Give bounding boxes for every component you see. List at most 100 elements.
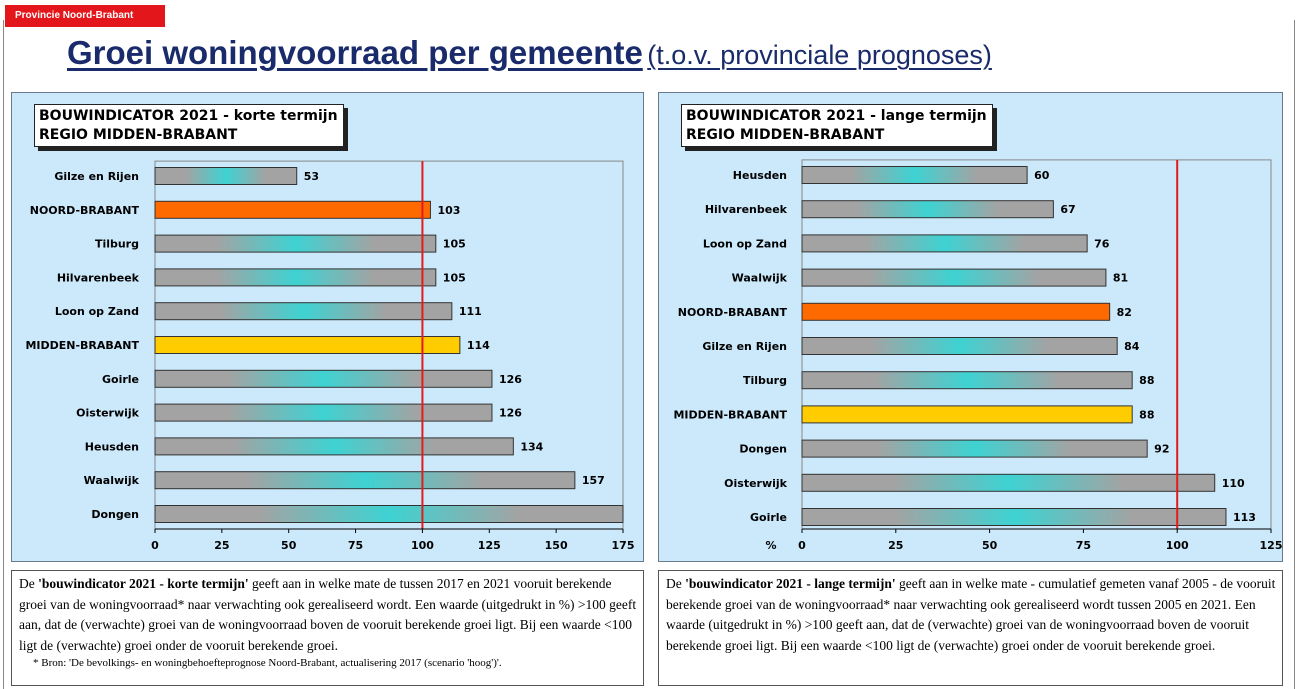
note-long-term-body: geeft aan in welke mate - cumulatief gem… <box>666 576 1276 653</box>
value-label-goirle: 113 <box>1233 511 1256 524</box>
category-label-oisterwijk: Oisterwijk <box>724 477 788 490</box>
category-label-heusden: Heusden <box>85 440 139 453</box>
note-short-term-text: De 'bouwindicator 2021 - korte termijn' … <box>19 574 637 656</box>
value-label-loon-op-zand: 111 <box>459 305 482 318</box>
note-short-term-body: geeft aan in welke mate de tussen 2017 e… <box>19 576 637 653</box>
chart-long-term: Heusden 60 Hilvarenbeek 67 Loon op Zand 76 Waa… <box>673 159 1283 552</box>
category-label-hilvarenbeek: Hilvarenbeek <box>705 203 788 216</box>
org-badge: Provincie Noord-Brabant <box>5 5 165 27</box>
x-tick-label-25: 25 <box>214 539 229 552</box>
bar-loon-op-zand <box>801 234 1088 253</box>
category-label-loon-op-zand: Loon op Zand <box>703 237 787 250</box>
bar-oisterwijk <box>154 403 493 422</box>
value-label-noord-brabant: 103 <box>437 204 460 217</box>
bar-goirle <box>154 369 493 388</box>
category-label-gilze-en-rijen: Gilze en Rijen <box>702 340 787 353</box>
value-label-gilze-en-rijen: 84 <box>1124 340 1140 353</box>
chart-subtitle-short-term: REGIO MIDDEN-BRABANT <box>39 127 238 143</box>
category-label-waalwijk: Waalwijk <box>732 272 788 285</box>
bar-waalwijk <box>154 471 576 490</box>
value-label-loon-op-zand: 76 <box>1094 237 1110 250</box>
x-tick-label-100: 100 <box>1166 539 1189 552</box>
bar-heusden <box>154 437 514 456</box>
value-label-gilze-en-rijen: 53 <box>304 170 319 183</box>
value-label-hilvarenbeek: 105 <box>443 271 466 284</box>
note-long-term-prefix: De <box>666 576 686 591</box>
bar-hilvarenbeek <box>154 268 437 287</box>
note-short-term-term: 'bouwindicator 2021 - korte termijn' <box>38 576 249 591</box>
bar-waalwijk <box>801 268 1107 287</box>
page-title: Groei woningvoorraad per gemeente (t.o.v… <box>67 34 992 72</box>
chart-panel-short-term: Gilze en Rijen 53 NOORD-BRABANT 103 Tilburg 1… <box>11 92 644 562</box>
bar-oisterwijk <box>801 473 1216 492</box>
value-label-goirle: 126 <box>499 373 522 386</box>
value-label-waalwijk: 157 <box>582 474 605 487</box>
x-tick-label-125: 125 <box>1260 539 1283 552</box>
value-label-midden-brabant: 88 <box>1139 408 1154 421</box>
category-label-goirle: Goirle <box>750 511 787 524</box>
bar-dongen <box>801 439 1148 458</box>
value-label-heusden: 134 <box>520 440 543 453</box>
category-label-dongen: Dongen <box>91 508 139 521</box>
category-label-hilvarenbeek: Hilvarenbeek <box>57 271 140 284</box>
value-label-tilburg: 105 <box>443 238 466 251</box>
x-tick-label-175: 175 <box>612 539 635 552</box>
x-axis-label: % <box>765 539 776 552</box>
category-label-goirle: Goirle <box>102 373 139 386</box>
bar-dongen <box>154 505 624 523</box>
value-label-tilburg: 88 <box>1139 374 1154 387</box>
category-label-gilze-en-rijen: Gilze en Rijen <box>54 170 139 183</box>
category-label-midden-brabant: MIDDEN-BRABANT <box>673 408 787 421</box>
chart-subtitle-long-term: REGIO MIDDEN-BRABANT <box>686 127 885 143</box>
note-long-term-text: De 'bouwindicator 2021 - lange termijn' … <box>666 574 1276 656</box>
chart-panel-long-term: Heusden 60 Hilvarenbeek 67 Loon op Zand 76 Waa… <box>658 92 1283 562</box>
value-label-heusden: 60 <box>1034 169 1050 182</box>
chart-title-long-term: BOUWINDICATOR 2021 - lange termijn <box>686 108 987 124</box>
category-label-dongen: Dongen <box>739 443 787 456</box>
note-short-term-source: * Bron: 'De bevolkings- en woningbehoeft… <box>33 657 502 669</box>
x-tick-label-0: 0 <box>151 539 159 552</box>
category-label-noord-brabant: NOORD-BRABANT <box>678 306 788 319</box>
chart-heading-short-term: BOUWINDICATOR 2021 - korte termijn REGIO… <box>34 104 344 147</box>
chart-short-term: Gilze en Rijen 53 NOORD-BRABANT 103 Tilburg 1… <box>25 160 635 552</box>
category-label-tilburg: Tilburg <box>743 374 787 387</box>
bar-heusden <box>801 166 1028 184</box>
note-long-term: De 'bouwindicator 2021 - lange termijn' … <box>658 570 1283 686</box>
frame-line-right <box>1294 20 1295 689</box>
note-short-term: De 'bouwindicator 2021 - korte termijn' … <box>11 570 644 686</box>
value-label-noord-brabant: 82 <box>1117 306 1132 319</box>
value-label-oisterwijk: 110 <box>1222 477 1245 490</box>
bar-loon-op-zand <box>154 302 453 321</box>
x-tick-label-25: 25 <box>888 539 903 552</box>
note-long-term-term: 'bouwindicator 2021 - lange termijn' <box>685 576 896 591</box>
value-label-dongen: 92 <box>1154 443 1169 456</box>
x-tick-label-50: 50 <box>281 539 297 552</box>
value-label-waalwijk: 81 <box>1113 272 1128 285</box>
bar-tilburg <box>801 371 1133 390</box>
x-tick-label-0: 0 <box>798 539 806 552</box>
x-tick-label-150: 150 <box>545 539 568 552</box>
bar-midden-brabant <box>801 405 1133 424</box>
page-title-sub: (t.o.v. provinciale prognoses) <box>647 40 992 70</box>
page-title-main: Groei woningvoorraad per gemeente <box>67 34 643 71</box>
bar-tilburg <box>154 234 437 253</box>
note-short-term-prefix: De <box>19 576 39 591</box>
chart-title-short-term: BOUWINDICATOR 2021 - korte termijn <box>39 108 338 124</box>
bar-hilvarenbeek <box>801 200 1054 219</box>
bar-gilze-en-rijen <box>154 167 298 185</box>
x-tick-label-125: 125 <box>478 539 501 552</box>
category-label-loon-op-zand: Loon op Zand <box>55 305 139 318</box>
bar-goirle <box>801 508 1227 526</box>
category-label-waalwijk: Waalwijk <box>84 474 140 487</box>
category-label-heusden: Heusden <box>733 169 787 182</box>
value-label-hilvarenbeek: 67 <box>1060 203 1075 216</box>
category-label-noord-brabant: NOORD-BRABANT <box>30 204 140 217</box>
bar-noord-brabant <box>154 200 431 219</box>
value-label-oisterwijk: 126 <box>499 407 522 420</box>
category-label-oisterwijk: Oisterwijk <box>76 407 140 420</box>
x-tick-label-100: 100 <box>411 539 434 552</box>
category-label-midden-brabant: MIDDEN-BRABANT <box>25 339 139 352</box>
x-tick-label-75: 75 <box>348 539 363 552</box>
category-label-tilburg: Tilburg <box>95 238 139 251</box>
value-label-midden-brabant: 114 <box>467 339 490 352</box>
